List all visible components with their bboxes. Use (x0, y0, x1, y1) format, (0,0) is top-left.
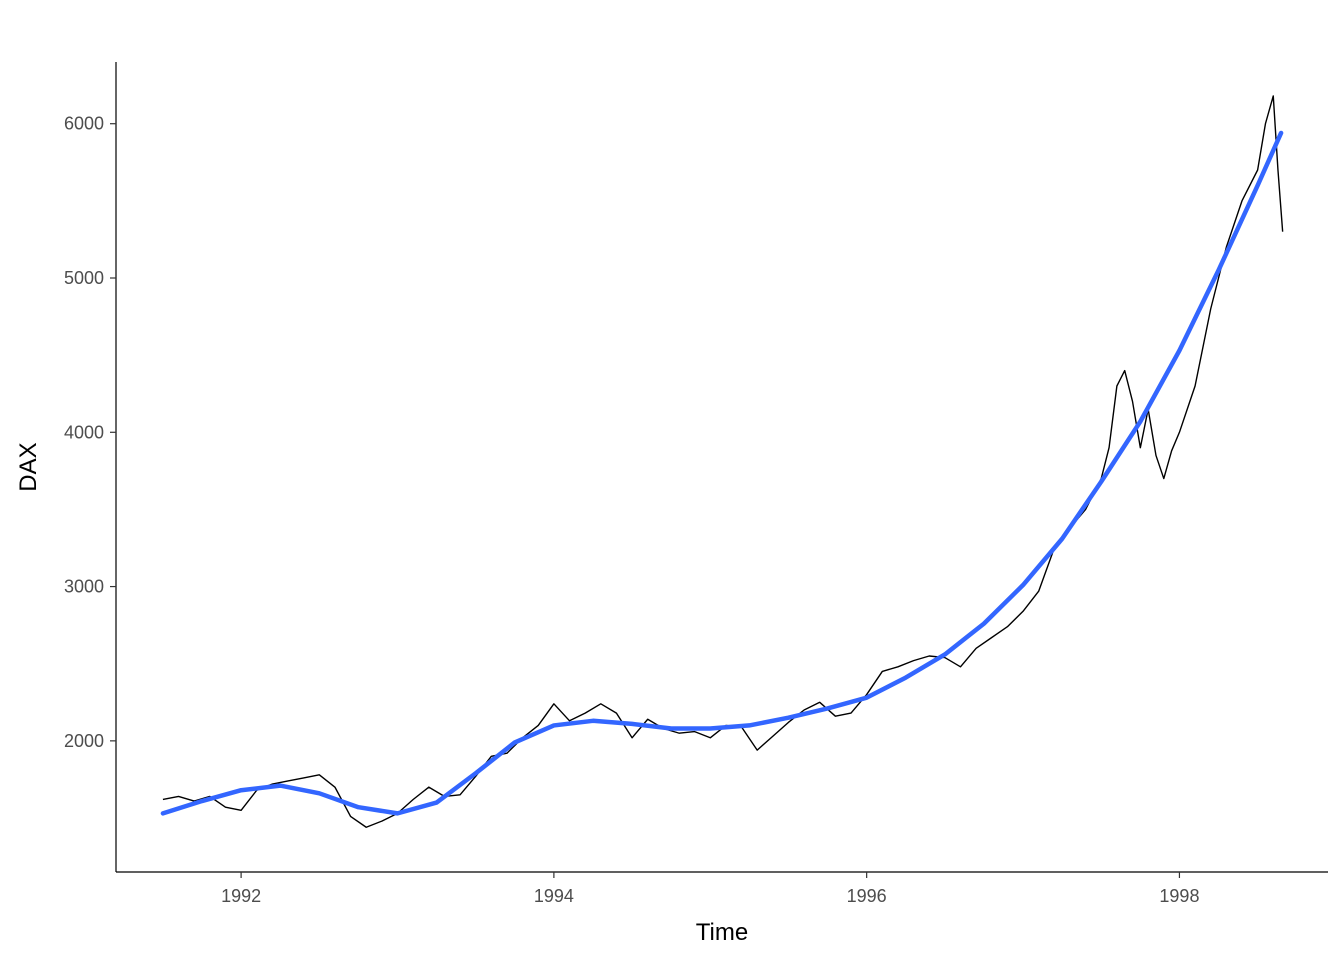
smooth-trend-line (160, 130, 1284, 816)
y-tick-label: 3000 (64, 577, 104, 597)
y-axis-title: DAX (15, 442, 42, 491)
y-tick-label: 5000 (64, 268, 104, 288)
y-tick-label: 4000 (64, 422, 104, 442)
y-tick-label: 2000 (64, 731, 104, 751)
y-tick-label: 6000 (64, 114, 104, 134)
x-tick-label: 1994 (534, 886, 574, 906)
ticks: 2000 3000 4000 5000 6000 1992 1994 1996 1998 (64, 114, 1200, 906)
plot-area (160, 95, 1284, 828)
x-axis-title: Time (696, 919, 748, 946)
axes (115, 62, 1328, 873)
dax-series-line (162, 95, 1284, 828)
x-tick-label: 1998 (1159, 886, 1199, 906)
x-tick-label: 1996 (847, 886, 887, 906)
x-tick-label: 1992 (221, 886, 261, 906)
